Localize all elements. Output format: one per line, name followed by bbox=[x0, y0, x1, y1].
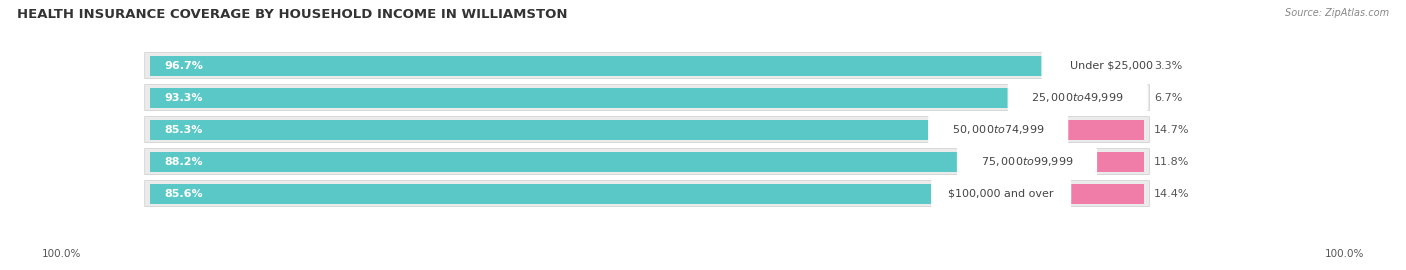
Text: 85.3%: 85.3% bbox=[165, 124, 202, 135]
FancyBboxPatch shape bbox=[957, 144, 1097, 180]
Text: 85.6%: 85.6% bbox=[165, 189, 204, 199]
Text: 6.7%: 6.7% bbox=[1154, 93, 1182, 103]
Text: Under $25,000: Under $25,000 bbox=[1070, 60, 1153, 70]
FancyBboxPatch shape bbox=[145, 117, 1150, 143]
Text: 88.2%: 88.2% bbox=[165, 157, 204, 167]
Bar bbox=[1078, 88, 1144, 107]
FancyBboxPatch shape bbox=[1042, 48, 1181, 84]
Bar bbox=[150, 120, 998, 140]
Text: 11.8%: 11.8% bbox=[1154, 157, 1189, 167]
Text: $75,000 to $99,999: $75,000 to $99,999 bbox=[981, 155, 1073, 168]
Bar bbox=[150, 184, 1001, 204]
Bar bbox=[150, 88, 1078, 107]
FancyBboxPatch shape bbox=[931, 176, 1071, 212]
Text: HEALTH INSURANCE COVERAGE BY HOUSEHOLD INCOME IN WILLIAMSTON: HEALTH INSURANCE COVERAGE BY HOUSEHOLD I… bbox=[17, 8, 568, 21]
Text: 3.3%: 3.3% bbox=[1154, 60, 1182, 70]
Text: 14.4%: 14.4% bbox=[1154, 189, 1189, 199]
FancyBboxPatch shape bbox=[145, 181, 1150, 207]
FancyBboxPatch shape bbox=[1008, 80, 1147, 116]
Bar bbox=[150, 152, 1026, 171]
Bar bbox=[1001, 184, 1144, 204]
Text: 14.7%: 14.7% bbox=[1154, 124, 1189, 135]
Text: 100.0%: 100.0% bbox=[42, 249, 82, 259]
Bar bbox=[1026, 152, 1144, 171]
FancyBboxPatch shape bbox=[145, 85, 1150, 110]
Text: $50,000 to $74,999: $50,000 to $74,999 bbox=[952, 123, 1045, 136]
Bar bbox=[150, 56, 1112, 76]
FancyBboxPatch shape bbox=[145, 149, 1150, 175]
Text: 93.3%: 93.3% bbox=[165, 93, 204, 103]
Text: $25,000 to $49,999: $25,000 to $49,999 bbox=[1032, 91, 1123, 104]
Text: $100,000 and over: $100,000 and over bbox=[949, 189, 1054, 199]
Text: Source: ZipAtlas.com: Source: ZipAtlas.com bbox=[1285, 8, 1389, 18]
Bar bbox=[1112, 56, 1144, 76]
FancyBboxPatch shape bbox=[928, 112, 1069, 148]
Text: 96.7%: 96.7% bbox=[165, 60, 204, 70]
Bar bbox=[998, 120, 1144, 140]
Text: 100.0%: 100.0% bbox=[1324, 249, 1364, 259]
FancyBboxPatch shape bbox=[145, 53, 1150, 79]
